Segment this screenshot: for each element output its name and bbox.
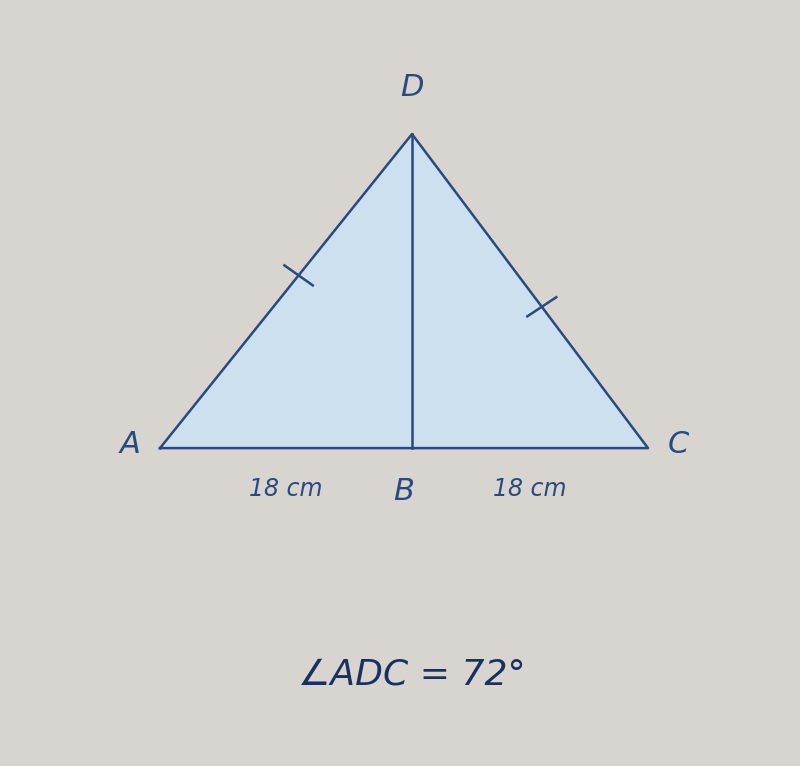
Text: B: B — [394, 477, 414, 506]
Text: A: A — [119, 430, 140, 459]
Text: 18 cm: 18 cm — [250, 477, 322, 501]
Text: C: C — [668, 430, 690, 459]
Text: 18 cm: 18 cm — [494, 477, 566, 501]
Text: D: D — [400, 73, 424, 102]
Text: ∠ADC = 72°: ∠ADC = 72° — [298, 657, 526, 691]
Polygon shape — [160, 134, 648, 448]
